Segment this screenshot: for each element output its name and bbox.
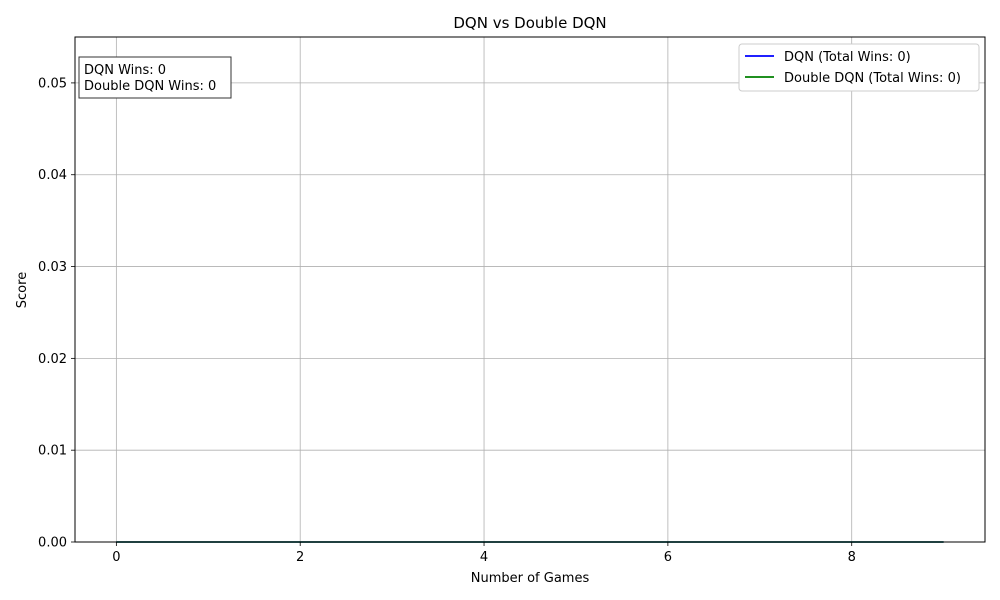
legend-label-dqn: DQN (Total Wins: 0) (784, 50, 911, 65)
x-tick-label: 2 (296, 550, 304, 565)
x-axis-label: Number of Games (471, 571, 590, 586)
x-tick-label: 8 (848, 550, 856, 565)
y-tick-label: 0.00 (38, 536, 67, 551)
annotation-line-dqn: DQN Wins: 0 (84, 63, 166, 78)
annotation-box: DQN Wins: 0 Double DQN Wins: 0 (78, 56, 232, 99)
y-tick-label: 0.02 (38, 352, 67, 367)
legend: DQN (Total Wins: 0) Double DQN (Total Wi… (738, 43, 980, 92)
annotation-line-double-dqn: Double DQN Wins: 0 (84, 79, 216, 94)
grid-lines (75, 37, 985, 543)
x-tick-label: 4 (480, 550, 488, 565)
y-tick-label: 0.04 (38, 168, 67, 183)
y-axis-ticks: 0.00 0.01 0.02 0.03 0.04 0.05 (38, 76, 75, 551)
x-axis-ticks: 0 2 4 6 8 (112, 542, 856, 565)
legend-frame (738, 43, 980, 92)
legend-label-double-dqn: Double DQN (Total Wins: 0) (784, 71, 961, 86)
y-tick-label: 0.05 (38, 76, 67, 91)
y-tick-label: 0.03 (38, 260, 67, 275)
x-tick-label: 0 (112, 550, 120, 565)
annotation-frame (78, 56, 232, 99)
y-tick-label: 0.01 (38, 444, 67, 459)
x-tick-label: 6 (664, 550, 672, 565)
chart-title: DQN vs Double DQN (453, 14, 606, 32)
plot-frame (74, 36, 986, 543)
y-axis-label: Score (15, 272, 30, 308)
